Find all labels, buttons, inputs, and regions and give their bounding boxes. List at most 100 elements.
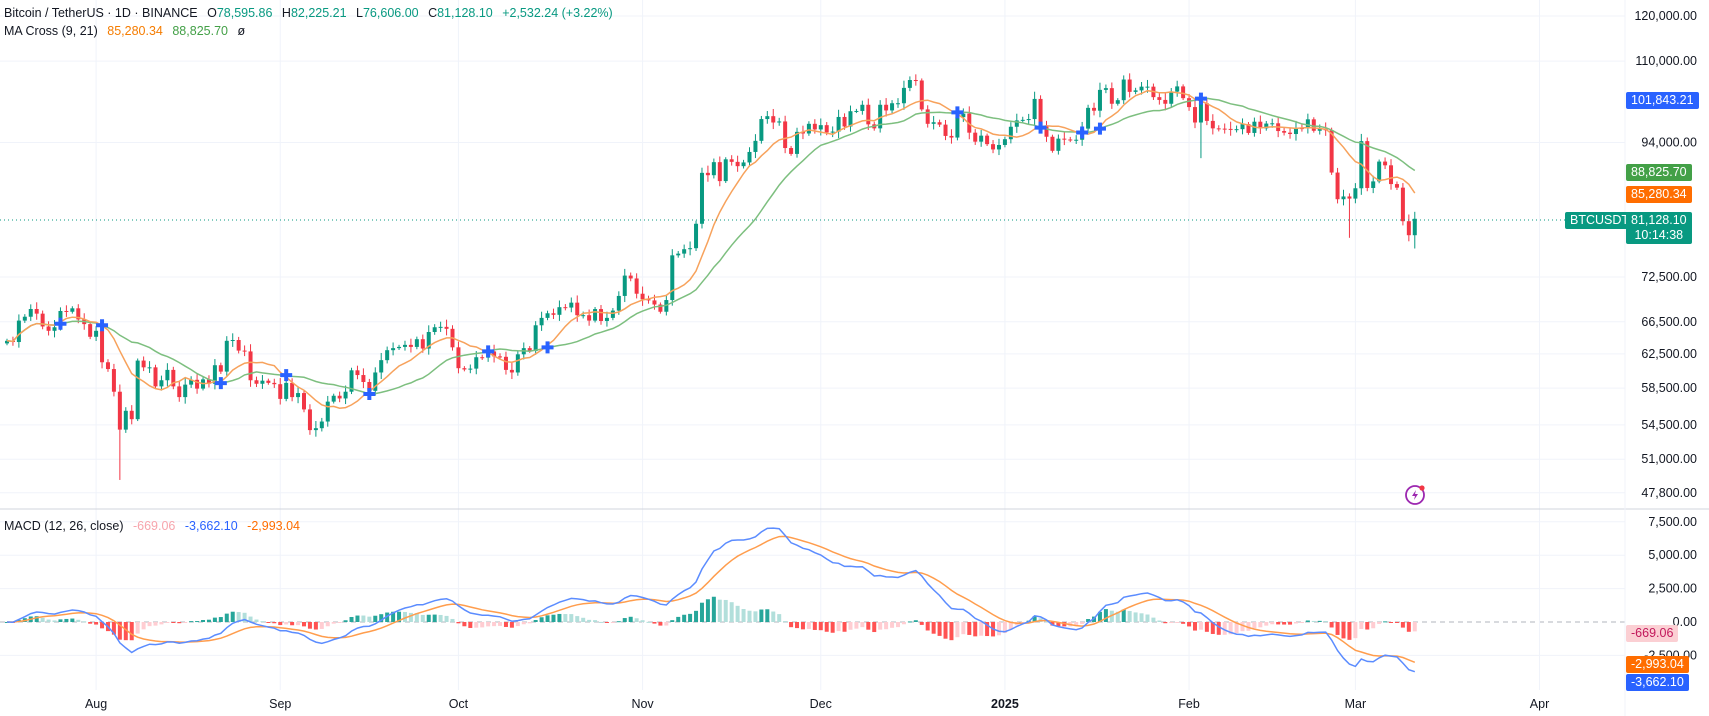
candle-body <box>1068 139 1073 141</box>
macd-histogram-bar <box>723 599 728 622</box>
macd-histogram-bar <box>1383 621 1388 623</box>
macd-histogram-bar <box>1270 622 1275 625</box>
symbol-legend[interactable]: Bitcoin / TetherUS · 1D · BINANCE O78,59… <box>4 6 619 20</box>
candle <box>420 334 425 353</box>
candle <box>622 268 627 303</box>
macd-histogram-bar <box>545 615 550 622</box>
candle <box>551 308 556 320</box>
candle-body <box>1097 89 1102 111</box>
ma-slow-price-label: 88,825.70 <box>1626 164 1692 181</box>
candle-body <box>1234 129 1239 131</box>
macd-histogram-bar <box>1157 620 1162 622</box>
macd-histogram-bar <box>1008 622 1013 630</box>
candle <box>28 304 33 321</box>
candle <box>1097 82 1102 118</box>
candle <box>171 366 176 390</box>
candle <box>515 350 520 376</box>
candle-body <box>206 379 211 384</box>
candle-body <box>1222 128 1227 130</box>
candle <box>1246 122 1251 135</box>
macd-hist-value: -669.06 <box>132 519 176 533</box>
macd-histogram-bar <box>165 622 170 623</box>
candle-body <box>1175 86 1180 92</box>
candle-body <box>848 111 853 127</box>
macd-histogram-bar <box>1246 622 1251 631</box>
macd-histogram-bar <box>771 611 776 622</box>
candle-body <box>195 379 200 389</box>
macd-histogram-bar <box>890 622 895 628</box>
time-tick-label: Apr <box>1530 697 1549 711</box>
candle <box>402 340 407 351</box>
candle <box>5 338 9 346</box>
candle-body <box>444 326 449 329</box>
macd-histogram-bar <box>658 622 663 626</box>
candle-body <box>646 299 651 301</box>
candle <box>1234 125 1239 133</box>
candle <box>729 155 734 166</box>
candle-body <box>973 132 978 142</box>
candle-body <box>539 317 544 326</box>
candle-body <box>1293 128 1298 135</box>
candle <box>248 344 253 387</box>
candle <box>1341 189 1346 206</box>
alert-icon[interactable] <box>1405 485 1425 505</box>
ma-cross-legend[interactable]: MA Cross (9, 21) 85,280.34 88,825.70 ø <box>4 24 251 38</box>
candle-body <box>408 344 413 347</box>
candle-body <box>688 248 693 250</box>
candle-body <box>604 317 609 321</box>
macd-histogram-bar <box>842 622 847 632</box>
macd-histogram-bar <box>373 615 378 622</box>
candle-body <box>171 369 176 387</box>
candle <box>658 302 663 314</box>
candle <box>22 314 27 323</box>
macd-histogram-bar <box>195 621 200 623</box>
candle <box>177 381 182 402</box>
candle <box>901 80 906 110</box>
candle <box>1198 100 1203 159</box>
candle <box>1008 122 1013 144</box>
macd-histogram-bar <box>854 622 859 629</box>
macd-signal-line <box>7 535 1416 663</box>
candle <box>361 368 366 389</box>
macd-histogram-bar <box>52 620 57 622</box>
candle-body <box>901 87 906 104</box>
candle-body <box>925 109 930 124</box>
macd-histogram-bar <box>201 620 206 622</box>
macd-histogram-bar <box>266 622 271 623</box>
macd-histogram-bar <box>177 622 182 624</box>
candle-body <box>52 327 57 331</box>
candle-body <box>1020 119 1025 121</box>
candle-body <box>373 372 378 391</box>
candle <box>842 113 847 130</box>
macd-histogram-bar <box>806 622 811 629</box>
macd-histogram-bar <box>1222 622 1227 635</box>
candle-body <box>717 162 722 182</box>
candle <box>260 375 265 389</box>
ma-cross-marker <box>951 106 964 119</box>
candle-body <box>1187 98 1192 108</box>
macd-histogram-bar <box>432 614 437 622</box>
macd-histogram-bar <box>123 622 128 641</box>
candle-body <box>1329 130 1334 173</box>
candle <box>931 116 936 130</box>
candle <box>925 105 930 128</box>
candle-body <box>70 308 75 312</box>
macd-histogram-bar <box>1151 617 1156 622</box>
macd-histogram-bar <box>343 620 348 622</box>
candle-body <box>1032 98 1037 120</box>
macd-legend[interactable]: MACD (12, 26, close) -669.06 -3,662.10 -… <box>4 519 306 533</box>
candle-body <box>177 386 182 398</box>
macd-histogram-bar <box>1050 622 1055 626</box>
candle-body <box>818 125 823 130</box>
ma-fast-value: 85,280.34 <box>107 24 163 38</box>
candle-body <box>503 356 508 370</box>
candle <box>949 129 954 144</box>
macd-histogram-bar <box>141 622 146 630</box>
candle <box>753 134 758 159</box>
ma-cross-symbol: ø <box>237 24 246 38</box>
candle-body <box>1050 136 1055 151</box>
candle <box>913 74 918 86</box>
macd-histogram-bar <box>866 622 871 630</box>
macd-histogram-bar <box>260 621 265 623</box>
